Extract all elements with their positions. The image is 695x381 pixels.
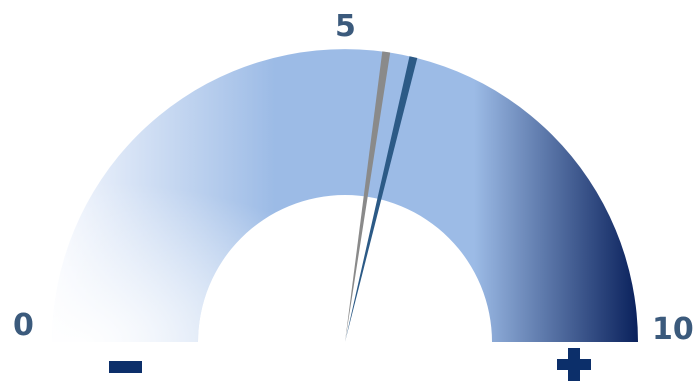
gauge-arc-glow — [52, 49, 638, 343]
plus-icon — [557, 348, 591, 381]
needle-blue — [345, 56, 418, 342]
scale-label-mid: 5 — [335, 9, 356, 44]
plus-icon-vertical-bar — [568, 348, 580, 381]
needle-gray — [345, 51, 391, 343]
scale-label-min: 0 — [13, 308, 34, 343]
scale-label-max: 10 — [652, 312, 694, 347]
minus-icon — [109, 361, 142, 373]
